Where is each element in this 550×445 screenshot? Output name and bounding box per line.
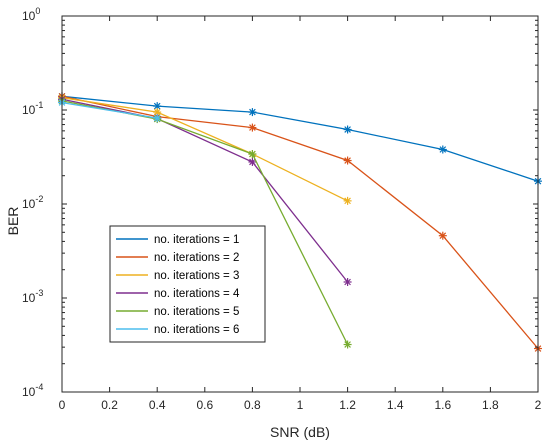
legend: no. iterations = 1 no. iterations = 2 no. … — [109, 225, 266, 343]
legend-label: no. iterations = 6 — [154, 324, 239, 336]
axes-layer: 0 0.2 0.4 0.6 0.8 1 1.2 1.4 1.6 1.8 2 100 10-1 10-2 10… — [22, 6, 542, 412]
legend-label: no. iterations = 1 — [154, 234, 239, 246]
x-tick-label: 1.4 — [387, 398, 404, 412]
y-axis-title: BER — [5, 207, 21, 236]
x-tick-label: 2 — [535, 398, 542, 412]
legend-label: no. iterations = 2 — [154, 252, 239, 264]
x-tick-label: 0 — [59, 398, 66, 412]
x-tick-label: 0.8 — [244, 398, 261, 412]
series-line — [61, 101, 158, 119]
legend-entry: no. iterations = 2 — [116, 252, 239, 264]
legend-entry: no. iterations = 3 — [116, 270, 239, 282]
y-tick-label: 10-4 — [22, 382, 43, 399]
series-line — [61, 98, 349, 283]
x-axis-title: SNR (dB) — [270, 424, 330, 440]
legend-entry: no. iterations = 5 — [116, 306, 239, 318]
data-point-marker — [248, 157, 257, 166]
x-tick-label: 1 — [297, 398, 304, 412]
data-point-marker — [438, 145, 447, 154]
series-line — [61, 97, 348, 202]
y-tick-label: 10-1 — [22, 100, 43, 117]
x-tick-label: 0.2 — [101, 398, 118, 412]
data-point-marker — [153, 114, 162, 123]
x-tick-label: 0.6 — [196, 398, 213, 412]
legend-entry: no. iterations = 4 — [116, 288, 240, 300]
x-tick-label: 1.6 — [434, 398, 451, 412]
data-point-marker — [438, 231, 447, 240]
y-tick-label: 10-3 — [22, 288, 43, 305]
x-tick-label: 0.4 — [149, 398, 166, 412]
data-point-marker — [248, 150, 257, 159]
data-point-marker — [343, 125, 352, 134]
x-tick-label: 1.8 — [482, 398, 499, 412]
series-line — [61, 95, 539, 349]
data-point-marker — [343, 277, 352, 286]
data-point-marker — [343, 196, 352, 205]
legend-label: no. iterations = 5 — [154, 306, 239, 318]
series-1 — [58, 92, 542, 186]
series-line — [61, 95, 539, 182]
legend-entry: no. iterations = 1 — [116, 234, 239, 246]
data-point-marker — [343, 156, 352, 165]
data-point-marker — [248, 108, 257, 117]
y-tick-label: 100 — [22, 6, 40, 23]
x-tick-label: 1.2 — [339, 398, 356, 412]
legend-label: no. iterations = 4 — [154, 288, 240, 300]
legend-label: no. iterations = 3 — [154, 270, 239, 282]
legend-box — [109, 225, 266, 343]
y-tick-label: 10-2 — [22, 194, 43, 211]
data-point-marker — [248, 123, 257, 132]
data-point-marker — [343, 340, 352, 349]
legend-entry: no. iterations = 6 — [116, 324, 239, 336]
